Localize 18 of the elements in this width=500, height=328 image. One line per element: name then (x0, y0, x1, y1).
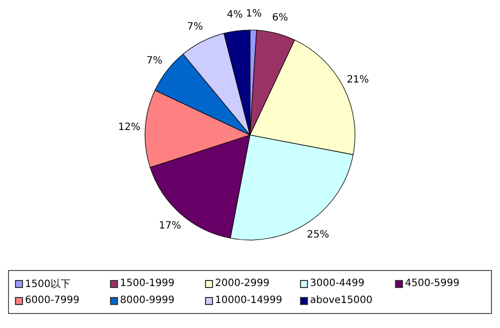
legend-label: 3000-4499 (310, 278, 365, 289)
legend-label: 2000-2999 (215, 278, 270, 289)
data-label: 6% (272, 12, 288, 24)
data-label: 7% (187, 22, 204, 33)
legend-label: 6000-7999 (25, 295, 80, 306)
data-label: 1% (246, 8, 262, 20)
legend-label: above15000 (310, 295, 372, 306)
data-label: 4% (226, 9, 243, 20)
legend-label: 8000-9999 (120, 295, 175, 306)
data-label: 25% (306, 230, 330, 241)
legend-label: 1500-1999 (120, 278, 175, 289)
data-label: 7% (146, 55, 162, 66)
data-label: 12% (118, 122, 140, 133)
legend-label: 10000-14999 (215, 295, 282, 306)
data-label: 21% (346, 74, 369, 86)
legend-label: 4500-5999 (405, 278, 460, 289)
legend-label: 1500以下 (25, 278, 70, 290)
data-label: 17% (158, 220, 182, 232)
